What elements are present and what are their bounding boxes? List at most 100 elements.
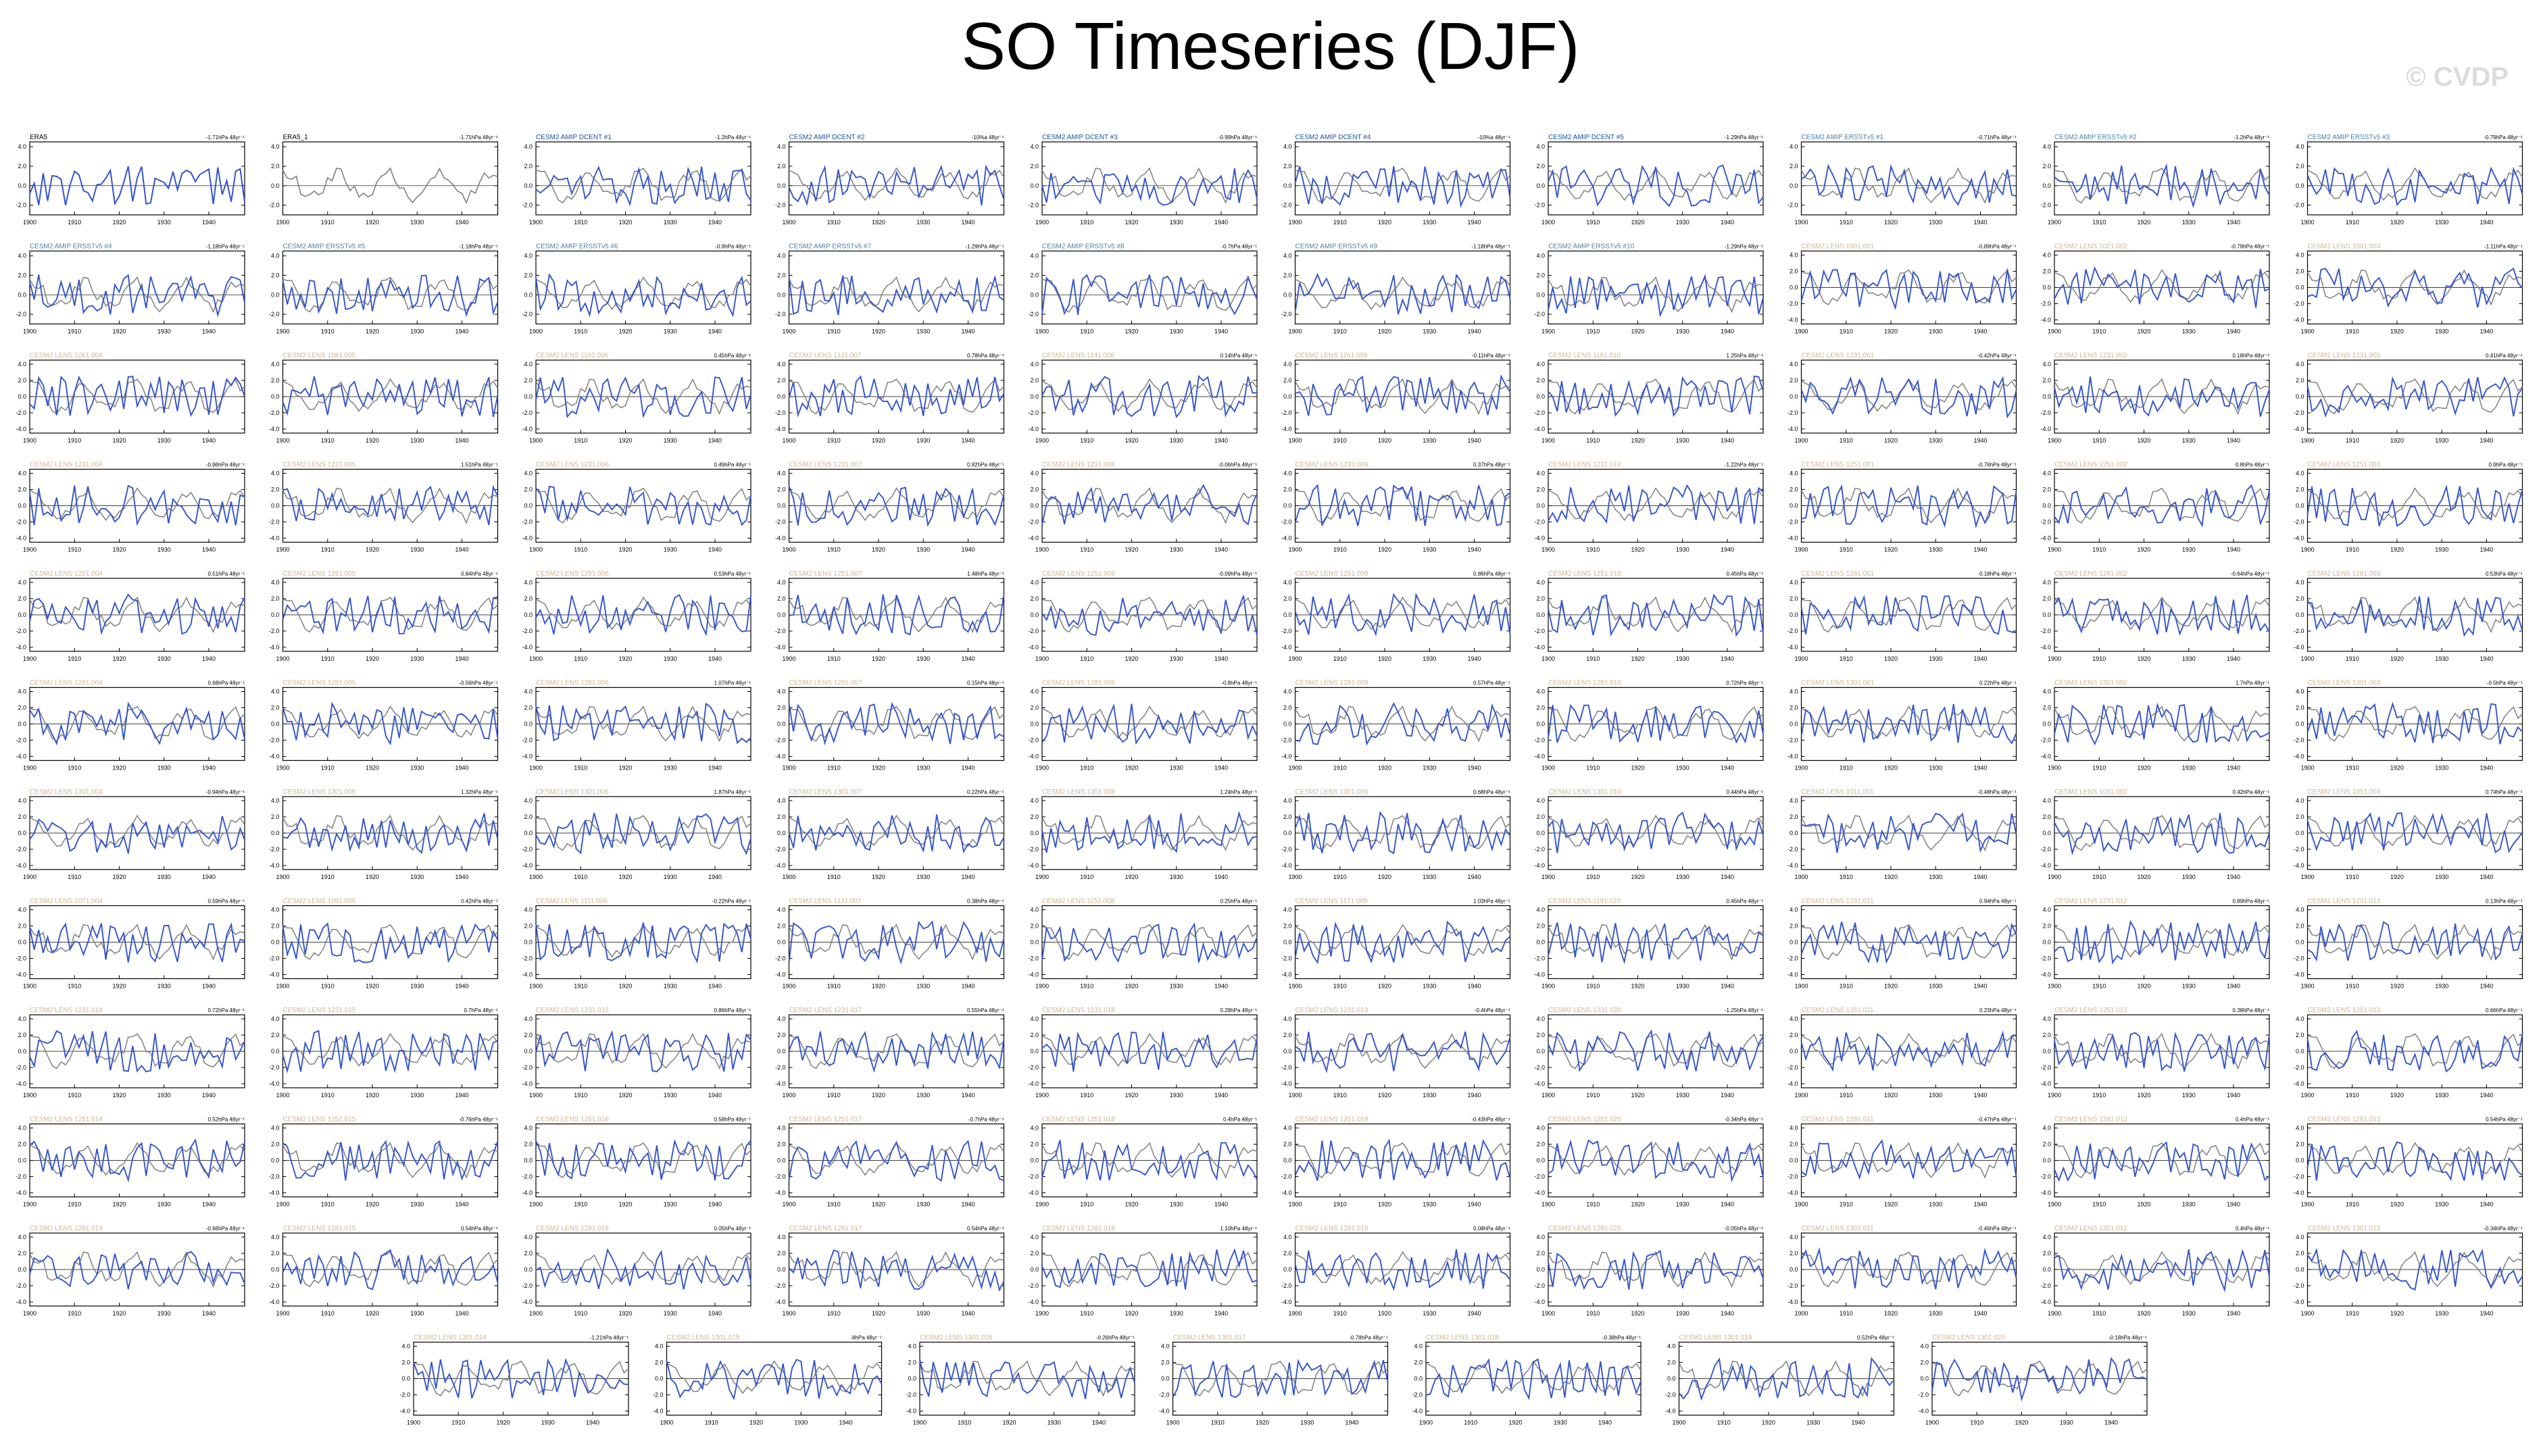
x-tick-label: 1900	[23, 983, 36, 990]
x-tick-label: 1900	[23, 765, 36, 772]
y-tick-label: -4.0	[2294, 1080, 2304, 1087]
y-tick-label: -4.0	[269, 644, 280, 651]
y-tick-label: 2.0	[271, 705, 280, 711]
y-tick-label: -2.0	[1028, 1282, 1039, 1289]
series-line	[1800, 1247, 2017, 1290]
x-tick-label: 1940	[2227, 437, 2240, 444]
series-line	[535, 813, 751, 855]
x-tick-label: 1920	[1631, 765, 1644, 772]
obs-overlay-line	[1295, 1142, 1511, 1178]
plot-frame	[788, 141, 1005, 216]
x-tick-label: 1940	[2480, 547, 2493, 553]
y-tick-label: 2.0	[2296, 595, 2304, 602]
y-tick-label: 4.0	[1790, 1015, 1798, 1022]
y-tick-label: 2.0	[1283, 595, 1292, 602]
y-tick-label: 4.0	[1030, 253, 1039, 259]
y-tick-label: -2.0	[269, 1064, 280, 1071]
x-tick-label: 1940	[708, 983, 722, 990]
y-tick-label: -4.0	[1787, 1080, 1798, 1087]
y-tick-label: 4.0	[1030, 688, 1039, 695]
x-tick-label: 1910	[321, 547, 335, 553]
y-tick-label: 0.0	[524, 393, 533, 400]
panel-title: CESM2 LENS 1231.020	[1548, 1007, 1621, 1014]
x-tick-label: 1910	[2346, 655, 2359, 662]
x-tick-label: 1900	[23, 1310, 36, 1317]
y-tick-label: -2.0	[2040, 1064, 2051, 1071]
obs-overlay-line	[1801, 269, 2017, 305]
y-tick-label: 0.0	[271, 939, 280, 946]
x-tick-label: 1930	[2435, 874, 2448, 880]
x-tick-label: 1910	[1333, 1092, 1347, 1099]
y-tick-label: -4.0	[1159, 1408, 1170, 1415]
obs-overlay-line	[1800, 814, 2017, 852]
x-tick-label: 1930	[2435, 983, 2448, 990]
x-tick-label: 1920	[1631, 1201, 1644, 1208]
x-tick-label: 1910	[321, 1092, 335, 1099]
y-tick-label: 2.0	[2042, 813, 2051, 820]
obs-overlay-line	[535, 1032, 751, 1070]
series-line	[535, 922, 751, 964]
x-tick-label: 1940	[202, 1310, 216, 1317]
plot-frame	[29, 250, 245, 325]
series-line	[1548, 375, 1764, 418]
y-tick-label: 2.0	[1283, 1032, 1292, 1038]
x-tick-label: 1900	[1794, 765, 1808, 772]
y-tick-label: 4.0	[2042, 907, 2051, 913]
y-tick-label: 0.0	[2296, 1048, 2304, 1055]
series-line	[282, 1249, 499, 1290]
y-tick-label: 4.0	[18, 361, 26, 368]
y-tick-label: 0.0	[1030, 1048, 1039, 1055]
y-tick-label: -4.0	[1787, 1299, 1798, 1305]
y-tick-label: -2.0	[2294, 846, 2304, 853]
y-tick-label: -2.0	[2040, 1282, 2051, 1289]
x-tick-label: 1940	[1721, 547, 1734, 553]
y-tick-label: 0.0	[271, 503, 280, 509]
x-tick-label: 1930	[664, 983, 677, 990]
panel-title: CESM2 LENS 1301.013	[2308, 1225, 2381, 1232]
y-tick-label: 4.0	[777, 1015, 786, 1022]
y-tick-label: 0.0	[524, 1048, 533, 1055]
y-tick-label: -4.0	[1281, 1080, 1292, 1087]
x-tick-label: 1920	[2137, 874, 2150, 880]
x-tick-label: 1900	[529, 765, 543, 772]
x-tick-label: 1940	[1345, 1420, 1358, 1426]
x-tick-label: 1930	[664, 547, 677, 553]
x-tick-label: 1920	[1631, 983, 1644, 990]
panel-title: CESM2 LENS 1281.007	[789, 680, 862, 687]
y-tick-label: 4.0	[1790, 143, 1798, 150]
x-tick-label: 1900	[1035, 983, 1049, 990]
obs-overlay-line	[535, 1251, 751, 1285]
panel-trend: 0.13hPa 48yr⁻¹	[2486, 899, 2523, 905]
y-tick-label: -2.0	[1281, 519, 1292, 526]
x-tick-label: 1930	[1170, 765, 1183, 772]
x-tick-label: 1900	[1794, 983, 1808, 990]
x-tick-label: 1930	[664, 765, 677, 772]
panel-title: CESM2 LENS 1231.011	[1802, 898, 1875, 905]
y-tick-label: 4.0	[524, 1234, 533, 1240]
series-line	[1800, 164, 2017, 206]
x-tick-label: 1910	[1840, 874, 1853, 880]
x-tick-label: 1920	[618, 547, 632, 553]
panel-title: CESM2 LENS 1301.006	[536, 788, 609, 796]
x-tick-label: 1900	[782, 219, 795, 226]
series-line	[2306, 166, 2523, 207]
y-tick-label: 4.0	[2296, 252, 2304, 259]
x-tick-label: 1940	[455, 328, 468, 335]
x-tick-label: 1940	[1721, 655, 1734, 662]
y-tick-label: 2.0	[271, 595, 280, 602]
panel-title: CESM2 LENS 1251.003	[2308, 461, 2381, 469]
y-tick-label: -2.0	[1028, 737, 1039, 744]
x-tick-label: 1940	[202, 874, 216, 880]
x-tick-label: 1930	[794, 1420, 808, 1426]
y-tick-label: 4.0	[2296, 143, 2304, 150]
y-tick-label: 4.0	[1536, 688, 1545, 695]
x-tick-label: 1920	[1125, 983, 1138, 990]
x-tick-label: 1920	[112, 874, 126, 880]
x-tick-label: 1920	[366, 983, 379, 990]
